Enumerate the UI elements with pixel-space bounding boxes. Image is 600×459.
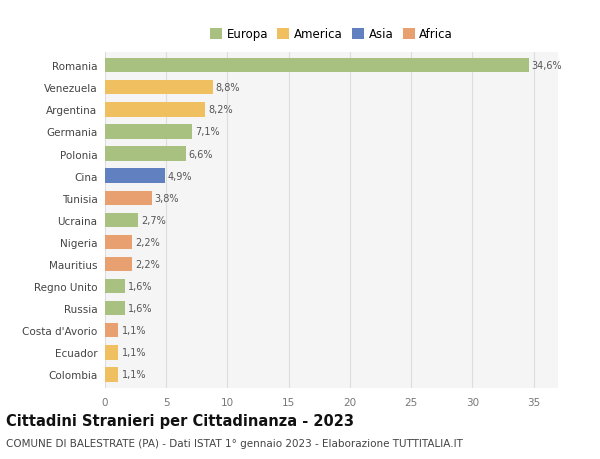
Text: 4,9%: 4,9% [168,171,193,181]
Text: 7,1%: 7,1% [195,127,220,137]
Text: Cittadini Stranieri per Cittadinanza - 2023: Cittadini Stranieri per Cittadinanza - 2… [6,413,354,428]
Text: 1,1%: 1,1% [122,369,146,380]
Text: 2,7%: 2,7% [141,215,166,225]
Bar [105,301,125,316]
Bar [105,257,132,272]
Bar [105,235,132,250]
Bar [105,147,186,162]
Text: 1,6%: 1,6% [128,303,152,313]
Text: 1,1%: 1,1% [122,325,146,336]
Text: 8,8%: 8,8% [216,83,241,93]
Bar [105,368,118,382]
Text: 1,6%: 1,6% [128,281,152,291]
Text: 1,1%: 1,1% [122,347,146,358]
Text: 8,2%: 8,2% [208,105,233,115]
Bar [105,125,192,140]
Text: 2,2%: 2,2% [135,259,160,269]
Text: 34,6%: 34,6% [532,61,562,71]
Text: 3,8%: 3,8% [155,193,179,203]
Bar [105,324,118,338]
Bar [105,279,125,294]
Text: COMUNE DI BALESTRATE (PA) - Dati ISTAT 1° gennaio 2023 - Elaborazione TUTTITALIA: COMUNE DI BALESTRATE (PA) - Dati ISTAT 1… [6,438,463,448]
Bar [105,103,205,117]
Bar [105,191,152,206]
Bar [105,59,529,73]
Bar [105,213,138,228]
Text: 2,2%: 2,2% [135,237,160,247]
Bar [105,81,213,95]
Legend: Europa, America, Asia, Africa: Europa, America, Asia, Africa [208,26,455,44]
Text: 6,6%: 6,6% [189,149,214,159]
Bar [105,346,118,360]
Bar [105,169,165,184]
